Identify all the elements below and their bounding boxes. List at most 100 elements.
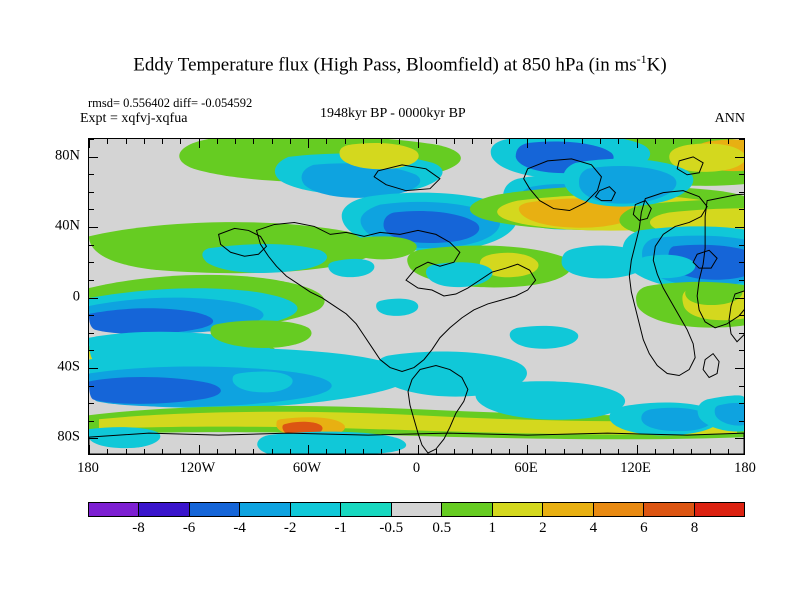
x-axis-tick <box>454 139 455 144</box>
colorbar-swatch <box>442 503 493 516</box>
x-axis-tick <box>308 445 309 454</box>
y-axis-tick <box>739 315 744 317</box>
x-axis-tick <box>216 139 218 144</box>
x-axis-tick <box>399 449 401 454</box>
x-axis-tick <box>326 139 328 144</box>
x-axis-tick <box>289 449 291 454</box>
x-axis-tick <box>162 449 163 454</box>
y-axis-tick <box>89 227 98 229</box>
colorbar-tick-label: 1 <box>488 520 497 536</box>
y-axis-tick <box>89 262 94 264</box>
x-axis-tick <box>636 139 638 148</box>
x-axis-tick <box>508 449 510 454</box>
colorbar-tick-label: -8 <box>132 520 145 536</box>
y-axis-label: 40S <box>57 358 80 375</box>
x-axis-tick <box>545 139 547 144</box>
x-axis-label: 120W <box>179 460 216 476</box>
colorbar-swatch <box>492 503 544 516</box>
colorbar-swatch <box>391 503 443 516</box>
y-axis-tick <box>735 227 744 229</box>
y-axis-tick <box>89 297 98 299</box>
y-axis-tick <box>735 438 744 440</box>
x-axis-tick <box>180 139 182 144</box>
x-axis-tick <box>326 449 328 454</box>
x-axis-label: 180 <box>734 460 756 476</box>
y-axis-tick <box>89 350 94 352</box>
x-axis-tick <box>527 445 528 454</box>
period-annotation: 1948kyr BP - 0000kyr BP <box>320 106 466 121</box>
x-axis-tick <box>162 139 163 144</box>
y-axis-tick <box>89 156 98 158</box>
x-axis-tick <box>691 139 693 144</box>
y-axis-tick <box>739 139 744 140</box>
colorbar-swatch <box>240 503 291 516</box>
colorbar-swatch <box>290 503 342 516</box>
title-suffix: K) <box>646 54 667 76</box>
x-axis-tick <box>362 139 364 144</box>
x-axis-tick <box>253 139 255 144</box>
y-axis-tick <box>89 174 94 176</box>
y-axis-tick <box>739 174 744 176</box>
y-axis-tick <box>89 244 94 246</box>
x-axis-tick <box>435 449 437 454</box>
y-axis-tick <box>739 244 744 246</box>
colorbar-tick-label: -1 <box>334 520 347 536</box>
x-axis-tick <box>691 449 693 454</box>
x-axis-tick <box>709 139 711 144</box>
colorbar-swatch <box>694 503 745 516</box>
x-axis-tick <box>271 139 273 144</box>
x-axis-tick <box>344 449 346 454</box>
x-axis-tick <box>563 139 565 144</box>
season-annotation: ANN <box>714 111 745 126</box>
x-axis-label: 180 <box>77 460 99 476</box>
x-axis-tick <box>673 139 674 144</box>
x-axis-tick <box>654 139 656 144</box>
y-axis-tick <box>735 156 744 158</box>
y-axis-tick <box>739 350 744 352</box>
y-axis-tick <box>739 332 744 334</box>
y-axis-tick <box>89 438 98 440</box>
y-axis-tick <box>89 385 94 387</box>
page-title: Eddy Temperature flux (High Pass, Bloomf… <box>0 52 800 76</box>
x-axis-tick <box>180 449 182 454</box>
y-axis-tick <box>89 403 94 405</box>
y-axis-tick <box>89 367 98 369</box>
x-axis-tick <box>216 449 218 454</box>
y-axis-tick <box>89 315 94 317</box>
colorbar-swatch <box>189 503 241 516</box>
colorbar-swatch <box>139 503 190 516</box>
y-axis-tick <box>739 403 744 405</box>
x-axis-tick <box>490 449 492 454</box>
y-axis-label: 80N <box>55 147 80 164</box>
colorbar-swatch <box>543 503 594 516</box>
y-axis-tick <box>89 420 94 422</box>
x-axis-label: 60E <box>514 460 538 476</box>
y-axis-label: 0 <box>72 288 80 304</box>
colorbar-tick-label: 6 <box>640 520 648 536</box>
x-axis-tick <box>673 449 674 454</box>
y-axis-tick <box>89 139 94 140</box>
x-axis-tick <box>381 449 382 454</box>
colorbar-swatch <box>341 503 392 516</box>
x-axis-tick <box>454 449 455 454</box>
x-axis-tick <box>727 139 729 144</box>
x-axis-tick <box>107 139 109 144</box>
colorbar-tick-label: 4 <box>589 520 598 536</box>
map-field-canvas <box>89 139 744 454</box>
x-axis-label: 120E <box>620 460 651 476</box>
y-axis-tick <box>89 209 94 211</box>
x-axis-tick <box>472 449 474 454</box>
x-axis-tick <box>125 139 127 144</box>
x-axis-tick <box>235 449 236 454</box>
rmsd-annotation: rmsd= 0.556402 diff= -0.054592 <box>88 96 253 110</box>
y-axis-tick <box>739 420 744 422</box>
x-axis-tick <box>527 139 528 148</box>
x-axis-tick <box>125 449 127 454</box>
x-axis-tick <box>89 445 90 454</box>
x-axis-tick <box>381 139 382 144</box>
x-axis-tick <box>581 449 583 454</box>
x-axis-tick <box>143 449 145 454</box>
x-axis-tick <box>89 139 90 148</box>
x-axis-tick <box>727 449 729 454</box>
